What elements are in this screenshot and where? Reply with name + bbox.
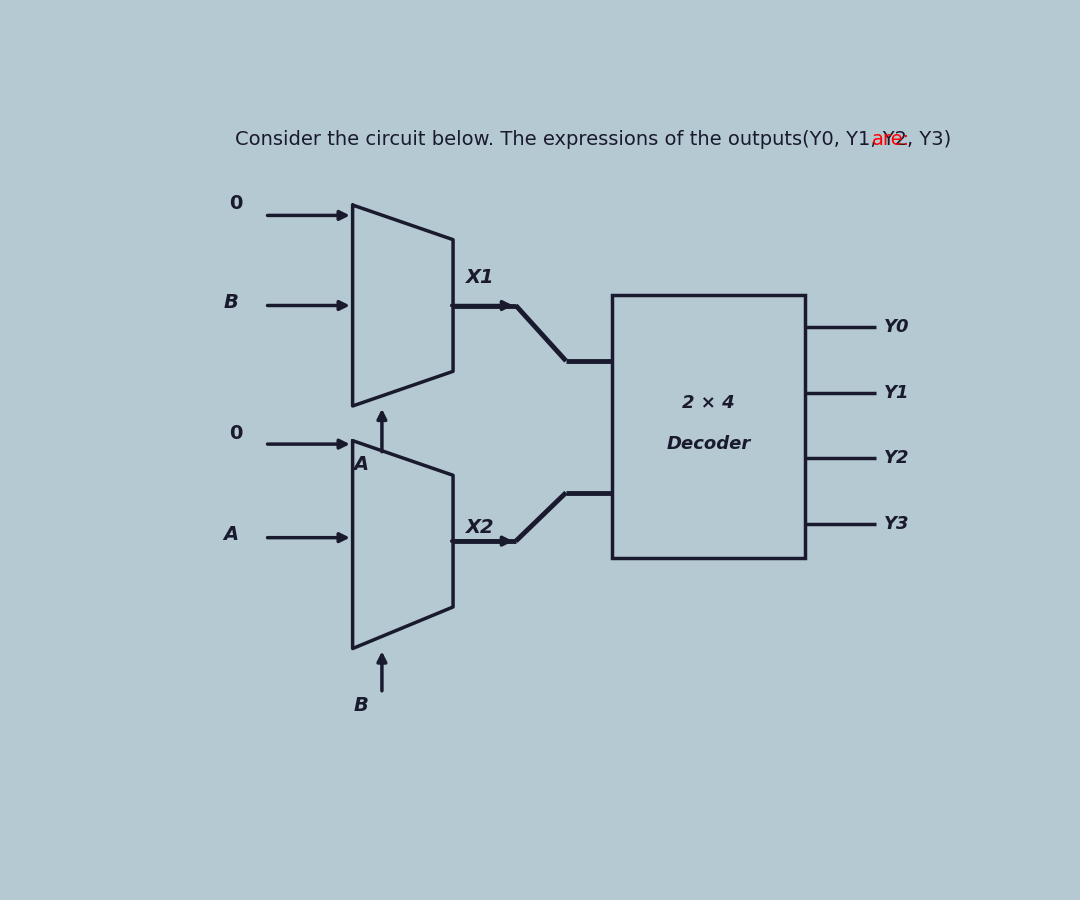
Text: A: A xyxy=(224,525,239,544)
Text: Y2: Y2 xyxy=(885,449,909,467)
Text: B: B xyxy=(224,292,239,311)
Bar xyxy=(612,295,805,558)
Text: 0: 0 xyxy=(229,424,242,443)
Text: Y0: Y0 xyxy=(885,318,909,336)
Text: X1: X1 xyxy=(465,268,495,287)
Text: Decoder: Decoder xyxy=(666,435,751,453)
Text: 2 × 4: 2 × 4 xyxy=(683,393,734,411)
Text: A: A xyxy=(353,455,368,474)
Text: Y3: Y3 xyxy=(885,515,909,533)
Text: X2: X2 xyxy=(465,518,495,536)
Text: 0: 0 xyxy=(229,194,242,213)
Text: B: B xyxy=(353,696,368,715)
Text: are:: are: xyxy=(872,130,909,148)
Text: Y1: Y1 xyxy=(885,383,909,401)
Text: Consider the circuit below. The expressions of the outputs(Y0, Y1, Y2, Y3): Consider the circuit below. The expressi… xyxy=(235,130,958,148)
